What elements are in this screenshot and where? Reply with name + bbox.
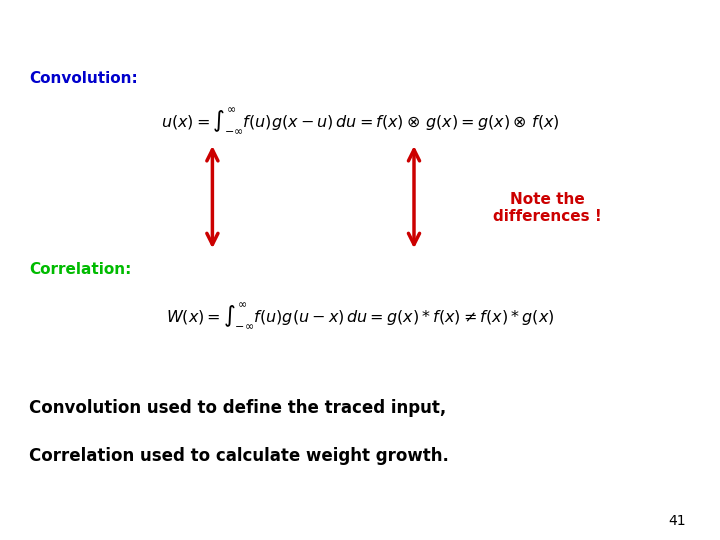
Text: $W(x) = \int_{-\infty}^{\infty} f(u)g(u-x)\,du = g(x)*f(x) \neq f(x)*g(x)$: $W(x) = \int_{-\infty}^{\infty} f(u)g(u-… [166, 301, 554, 330]
Text: Convolution:: Convolution: [29, 71, 138, 86]
Text: Note the
differences !: Note the differences ! [492, 192, 602, 224]
Text: Convolution used to define the traced input,: Convolution used to define the traced in… [29, 399, 446, 417]
Text: Correlation:: Correlation: [29, 262, 131, 278]
Text: $u(x) = \int_{-\infty}^{\infty} f(u)g(x-u)\,du = f(x)\otimes\, g(x) = g(x)\otime: $u(x) = \int_{-\infty}^{\infty} f(u)g(x-… [161, 107, 559, 136]
Text: Correlation used to calculate weight growth.: Correlation used to calculate weight gro… [29, 447, 449, 465]
Text: 41: 41 [668, 514, 685, 528]
